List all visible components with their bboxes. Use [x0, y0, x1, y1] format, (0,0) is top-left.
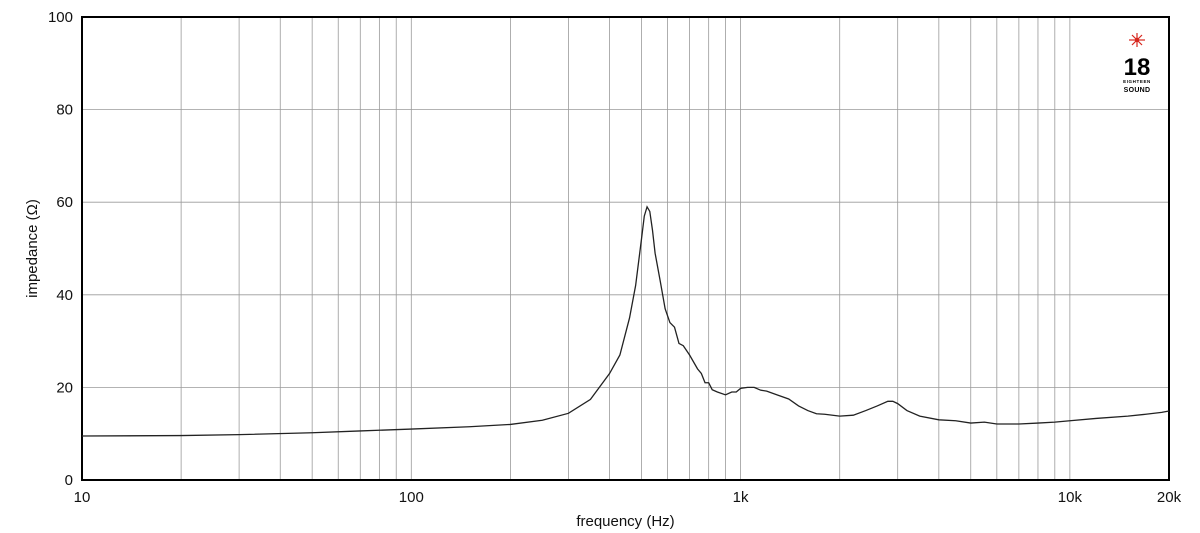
logo-number: 18: [1124, 54, 1151, 81]
x-tick-label: 100: [399, 489, 424, 506]
y-axis-ticks: 0 20 40 60 80 100: [48, 9, 73, 489]
logo-word: SOUND: [1124, 87, 1151, 94]
y-tick-label: 100: [48, 9, 73, 26]
x-tick-label: 10k: [1058, 489, 1083, 506]
x-axis-ticks: 10 100 1k 10k 20k: [74, 489, 1182, 506]
y-tick-label: 60: [56, 194, 73, 211]
star-icon: [1129, 33, 1145, 47]
x-tick-label: 1k: [733, 489, 749, 506]
eighteen-sound-logo: 18 EIGHTEEN SOUND: [1123, 33, 1151, 94]
x-axis-title: frequency (Hz): [576, 513, 674, 530]
x-tick-label: 20k: [1157, 489, 1182, 506]
plot-frame: [81, 16, 1170, 481]
x-tick-label: 10: [74, 489, 91, 506]
y-tick-label: 40: [56, 287, 73, 304]
y-tick-label: 80: [56, 102, 73, 119]
y-axis-title: impedance (Ω): [24, 199, 41, 298]
y-tick-label: 20: [56, 379, 73, 396]
impedance-curve: [81, 205, 1170, 437]
grid-lines: [82, 17, 1169, 480]
logo-small-text: EIGHTEEN: [1123, 79, 1151, 84]
y-tick-label: 0: [65, 472, 73, 489]
